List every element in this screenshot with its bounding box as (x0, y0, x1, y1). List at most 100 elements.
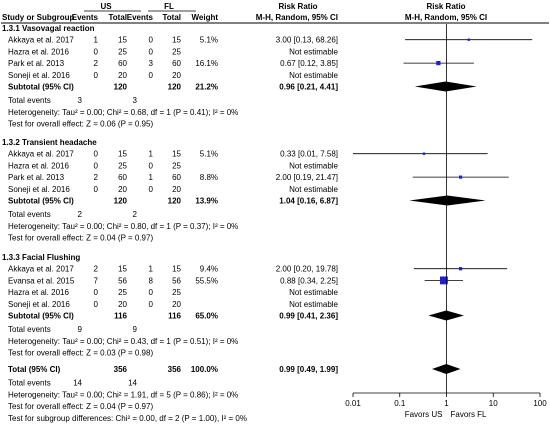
total-fl: 15 (172, 265, 181, 274)
overall-effect-text: Test for overall effect: Z = 0.06 (P = 0… (8, 120, 153, 129)
rr-heading-right: Risk Ratio (426, 2, 465, 11)
study-name: Evansa et al. 2015 (8, 276, 75, 285)
subgroup-title: 1.3.3 Facial Flushing (2, 253, 80, 262)
weight: 9.4% (200, 265, 218, 274)
ci-header-left: M-H, Random, 95% CI (256, 13, 338, 22)
events-fl: 1 (149, 150, 154, 159)
risk-ratio-ci: Not estimable (289, 161, 338, 170)
events-fl: 0 (149, 300, 154, 309)
study-name: Soneji et al. 2016 (8, 71, 70, 80)
risk-ratio-ci: 2.00 [0.20, 19.78] (276, 265, 338, 274)
subtotal-ci: 1.04 [0.16, 6.87] (279, 197, 338, 206)
total-us: 25 (118, 288, 127, 297)
total-events-us: 2 (78, 210, 83, 219)
total-events-fl: 9 (133, 325, 138, 334)
subtotal-total-us: 120 (114, 83, 128, 92)
total-events-label: Total events (8, 96, 51, 105)
risk-ratio-ci: Not estimable (289, 185, 338, 194)
subtotal-total-fl: 120 (168, 83, 182, 92)
subtotal-label: Subtotal (95% CI) (8, 312, 74, 321)
events-us: 0 (94, 150, 99, 159)
total-us: 56 (118, 276, 127, 285)
total-fl: 15 (172, 36, 181, 45)
study-name: Akkaya et al. 2017 (8, 265, 74, 274)
events-us: 0 (94, 288, 99, 297)
total-fl: 25 (172, 288, 181, 297)
overall-events-fl: 14 (128, 379, 137, 388)
risk-ratio-ci: Not estimable (289, 71, 338, 80)
x-tick-label: 0.1 (394, 399, 406, 408)
overall-total-us: 356 (114, 365, 128, 374)
point-estimate-marker (467, 38, 470, 41)
x-tick-label: 10 (489, 399, 498, 408)
col-events-us-header: Events (72, 13, 99, 22)
study-name: Soneji et al. 2016 (8, 300, 70, 309)
events-us: 0 (94, 185, 99, 194)
events-us: 7 (94, 276, 99, 285)
overall-events-us: 14 (73, 379, 82, 388)
total-fl: 60 (172, 173, 181, 182)
weight: 16.1% (195, 59, 218, 68)
study-name: Hazra et al. 2016 (8, 47, 69, 56)
risk-ratio-ci: Not estimable (289, 288, 338, 297)
col-events-fl-header: Events (127, 13, 154, 22)
x-tick-label: 0.01 (345, 399, 361, 408)
total-us: 15 (118, 150, 127, 159)
study-name: Park et al. 2013 (8, 59, 65, 68)
subtotal-label: Subtotal (95% CI) (8, 83, 74, 92)
events-us: 0 (94, 300, 99, 309)
subgroup-differences: Test for subgroup differences: Chi² = 0.… (8, 414, 247, 423)
total-fl: 20 (172, 300, 181, 309)
total-fl: 20 (172, 185, 181, 194)
subgroup-title: 1.3.1 Vasovagal reaction (2, 24, 95, 33)
heterogeneity-text: Heterogeneity: Tau² = 0.00; Chi² = 0.80,… (8, 222, 238, 231)
total-events-label: Total events (8, 325, 51, 334)
risk-ratio-ci: 3.00 [0.13, 68.26] (276, 36, 338, 45)
subtotal-total-us: 116 (114, 312, 127, 321)
events-us: 0 (94, 47, 99, 56)
point-estimate-marker (439, 276, 448, 285)
total-us: 25 (118, 47, 127, 56)
subtotal-label: Subtotal (95% CI) (8, 197, 74, 206)
weight: 55.5% (195, 276, 218, 285)
study-name: Akkaya et al. 2017 (8, 150, 74, 159)
heterogeneity-text: Heterogeneity: Tau² = 0.00; Chi² = 0.43,… (8, 337, 238, 346)
subtotal-diamond (414, 81, 477, 92)
total-fl: 25 (172, 161, 181, 170)
point-estimate-marker (436, 60, 441, 66)
events-us: 1 (94, 36, 99, 45)
subtotal-diamond (409, 195, 486, 206)
overall-events-label: Total events (8, 379, 51, 388)
ci-header-right: M-H, Random, 95% CI (405, 13, 487, 22)
total-us: 60 (118, 173, 127, 182)
events-us: 2 (94, 265, 99, 274)
subtotal-ci: 0.99 [0.41, 2.36] (279, 312, 338, 321)
risk-ratio-ci: 0.33 [0.01, 7.58] (280, 150, 338, 159)
subgroup-title: 1.3.2 Transient headache (2, 138, 97, 147)
point-estimate-marker (459, 175, 463, 179)
weight: 5.1% (200, 36, 218, 45)
study-name: Hazra et al. 2016 (8, 288, 69, 297)
events-us: 2 (94, 59, 99, 68)
favors-us-label: Favors US (405, 410, 443, 419)
overall-heterogeneity: Heterogeneity: Tau² = 0.00; Chi² = 1.91,… (8, 390, 238, 399)
risk-ratio-ci: 2.00 [0.19, 21.47] (276, 173, 338, 182)
risk-ratio-ci: 0.67 [0.12, 3.85] (280, 59, 338, 68)
col-total-fl-header: Total (162, 13, 181, 22)
subtotal-weight: 13.9% (195, 197, 218, 206)
events-us: 0 (94, 161, 99, 170)
weight: 5.1% (200, 150, 218, 159)
events-fl: 0 (149, 288, 154, 297)
point-estimate-marker (458, 267, 463, 271)
risk-ratio-ci: Not estimable (289, 300, 338, 309)
total-us: 15 (118, 36, 127, 45)
study-name: Akkaya et al. 2017 (8, 36, 74, 45)
overall-effect-text: Test for overall effect: Z = 0.04 (P = 0… (8, 234, 153, 243)
study-name: Hazra et al. 2016 (8, 161, 69, 170)
total-us: 15 (118, 265, 127, 274)
total-events-fl: 3 (133, 96, 138, 105)
overall-weight: 100.0% (191, 365, 218, 374)
favors-fl-label: Favors FL (451, 410, 488, 419)
rr-heading-left: Risk Ratio (278, 2, 317, 11)
